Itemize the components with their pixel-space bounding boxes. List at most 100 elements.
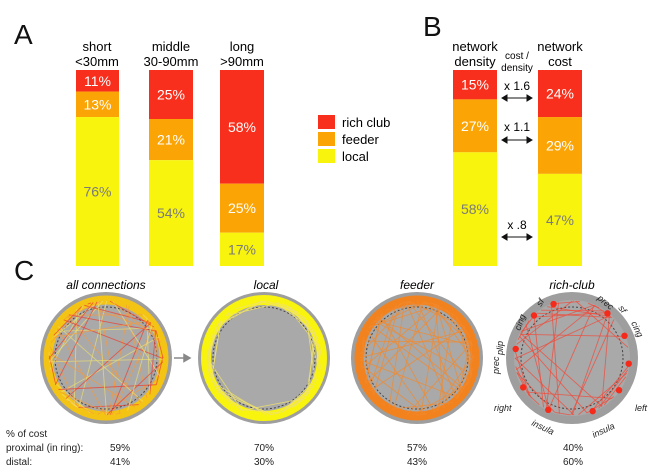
bar-segment-feeder <box>76 91 119 118</box>
bar-value-local: 76% <box>83 184 111 200</box>
bar-segment-local <box>453 152 497 266</box>
double-arrow-icon <box>501 94 533 102</box>
double-arrow-icon <box>501 136 533 144</box>
bar-segment-feeder <box>220 183 264 233</box>
region-label-insula-right: insula <box>591 421 617 440</box>
ring-band <box>201 295 327 421</box>
ring-band <box>354 295 480 421</box>
bar-segment-local <box>149 160 193 266</box>
legend-label-rich-club: rich club <box>342 115 390 130</box>
bar-segment-local <box>220 232 264 266</box>
stacked-bar-short: 11% 13% 76% <box>76 70 119 266</box>
bar-segment-feeder <box>453 99 497 153</box>
panel-b-letter: B <box>423 11 442 42</box>
ring-band <box>43 295 169 421</box>
region-label-prec-left: prec <box>491 356 501 375</box>
bar-value-local: 17% <box>228 241 256 257</box>
proximal-rich: 40% <box>563 443 583 454</box>
ratio-local: x .8 <box>507 218 527 232</box>
bar-middle-label1: middle <box>152 39 190 54</box>
hub-node <box>519 384 527 391</box>
bar-value-rich: 15% <box>461 77 489 93</box>
region-label-right: right <box>494 403 512 413</box>
proximal-label: proximal (in ring): <box>6 443 83 454</box>
legend-swatch-feeder <box>318 132 335 146</box>
legend-swatch-rich-club <box>318 115 335 129</box>
panel-a-letter: A <box>14 19 33 50</box>
ratio-header2: density <box>501 63 533 74</box>
circle-rich-club <box>506 292 638 424</box>
bar-value-rich: 25% <box>157 87 185 103</box>
bar-long-label1: long <box>230 39 255 54</box>
circle-local <box>198 292 330 424</box>
bar-segment-local <box>76 117 119 266</box>
stacked-bar-density: 15% 27% 58% <box>453 70 497 266</box>
bar-segment-rich <box>76 70 119 92</box>
title-feeder: feeder <box>400 278 435 292</box>
bar-value-feeder: 29% <box>546 137 574 153</box>
proximal-all: 59% <box>110 443 130 454</box>
stacked-bar-cost: 24% 29% 47% <box>538 70 582 266</box>
ring-dashed <box>520 306 624 410</box>
ratio-row-rich: x 1.6 <box>501 79 533 102</box>
ratio-rich: x 1.6 <box>504 79 530 93</box>
ring-disc <box>359 300 475 416</box>
bar-value-rich: 24% <box>546 86 574 102</box>
bar-value-local: 47% <box>546 212 574 228</box>
right-arrow-icon <box>174 353 192 363</box>
hub-node <box>615 386 623 394</box>
cost-stats: % of cost proximal (in ring): distal: 59… <box>6 429 583 468</box>
density-label1: network <box>452 39 498 54</box>
bar-short-label1: short <box>83 39 112 54</box>
bar-segment-feeder <box>538 117 582 174</box>
region-label-plip: plip <box>495 341 505 356</box>
hub-node <box>621 332 628 340</box>
stacked-bar-middle: 25% 21% 54% <box>149 70 193 266</box>
bar-middle-label2: 30-90mm <box>144 54 199 69</box>
circle-all-connections <box>40 292 172 424</box>
title-rich-club: rich-club <box>549 278 595 292</box>
proximal-local: 70% <box>254 443 274 454</box>
bar-value-feeder: 21% <box>157 132 185 148</box>
distal-feeder: 43% <box>407 457 427 468</box>
connection-lines <box>359 300 475 416</box>
ratio-row-local: x .8 <box>501 218 533 241</box>
bar-value-rich: 58% <box>228 119 256 135</box>
distal-label: distal: <box>6 457 32 468</box>
title-local: local <box>254 278 279 292</box>
bar-segment-rich <box>538 70 582 118</box>
bar-segment-feeder <box>149 119 193 161</box>
bar-segment-rich <box>453 70 497 100</box>
bar-short-label2: <30mm <box>75 54 119 69</box>
bar-segment-local <box>538 173 582 266</box>
density-label2: density <box>454 54 496 69</box>
legend-label-local: local <box>342 149 369 164</box>
panel-c-letter: C <box>14 255 34 286</box>
legend-label-feeder: feeder <box>342 132 380 147</box>
hub-node <box>545 406 552 414</box>
hub-node <box>625 360 632 367</box>
stats-header: % of cost <box>6 429 47 440</box>
connection-lines <box>48 300 164 416</box>
region-label-left: left <box>635 403 648 413</box>
cost-label2: cost <box>548 54 572 69</box>
bar-value-feeder: 13% <box>83 96 111 112</box>
bar-segment-rich <box>149 70 193 119</box>
distal-rich: 60% <box>563 457 583 468</box>
distal-local: 30% <box>254 457 274 468</box>
hub-node <box>604 310 611 317</box>
bar-value-feeder: 27% <box>461 118 489 134</box>
circle-feeder <box>351 292 483 424</box>
stacked-bar-long: 58% 25% 17% <box>220 70 264 266</box>
connection-lines <box>514 300 629 416</box>
bar-long-label2: >90mm <box>220 54 264 69</box>
hub-node <box>512 345 519 353</box>
ring-dashed <box>212 306 316 410</box>
bar-value-feeder: 25% <box>228 200 256 216</box>
hub-node <box>530 312 538 319</box>
title-all-connections: all connections <box>66 278 145 292</box>
legend-swatch-local <box>318 149 335 163</box>
bar-segment-rich <box>220 70 264 184</box>
ratio-header1: cost / <box>505 51 529 62</box>
